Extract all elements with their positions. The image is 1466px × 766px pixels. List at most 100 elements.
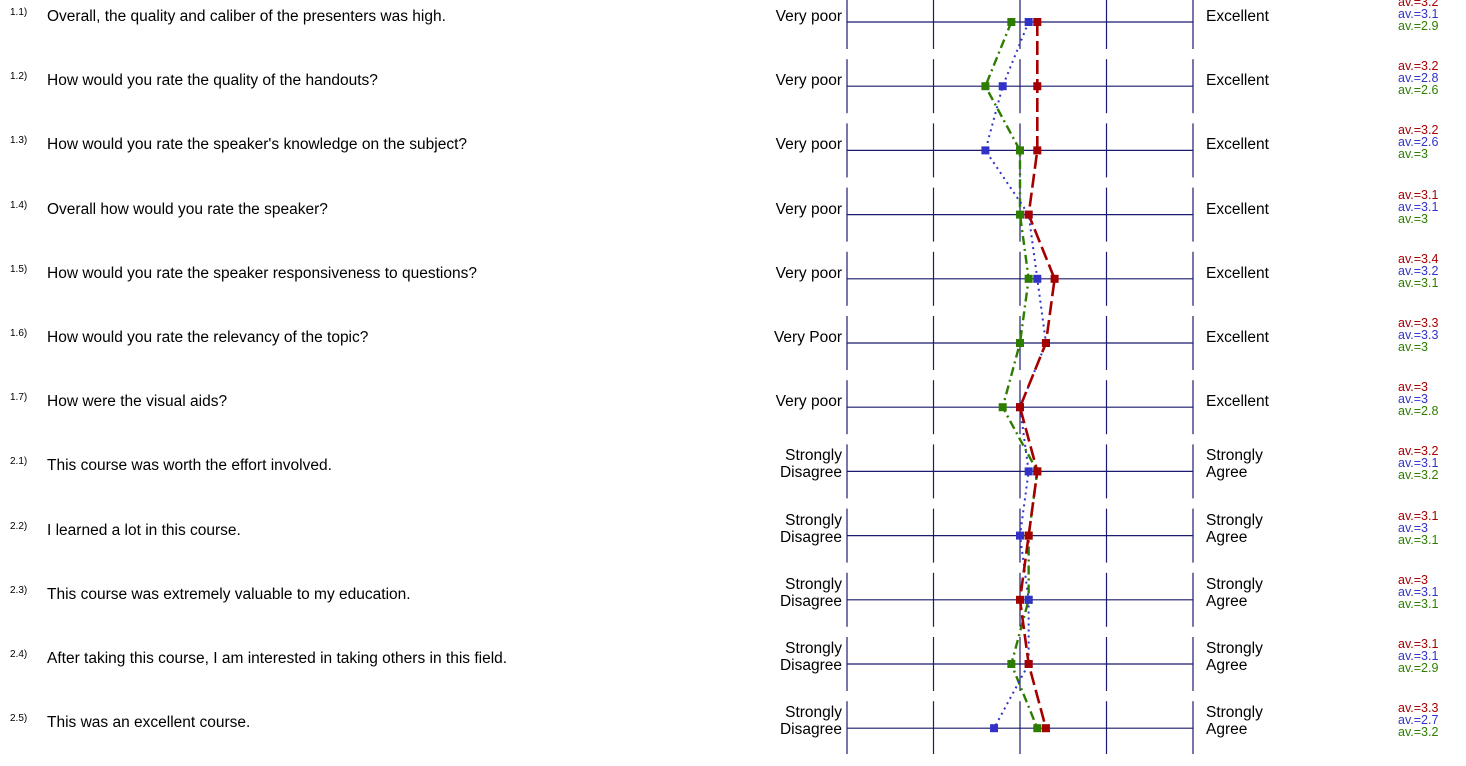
question-row: 1.3) How would you rate the speaker's kno… — [0, 124, 1466, 188]
scale-left-label: Very poor — [775, 72, 842, 90]
scale-right-line1: Strongly — [1206, 511, 1263, 529]
scale-right-label: Strongly Agree — [1206, 512, 1336, 546]
scale-left-line2: Disagree — [779, 464, 842, 482]
series-1-point — [1041, 339, 1050, 347]
average-label: av.=2.9 — [1398, 661, 1439, 675]
average-labels: av.=3.3 av.=3.3 av.=3 — [1398, 317, 1438, 354]
question-text: Overall how would you rate the speaker? — [47, 200, 328, 218]
average-label: av.=3.1 — [1398, 187, 1439, 202]
scale-right-label: Excellent — [1206, 136, 1269, 154]
question-row: 1.5) How would you rate the speaker respo… — [0, 253, 1466, 317]
series-3-point — [1016, 146, 1024, 155]
question-number: 1.2) — [10, 71, 28, 83]
question-row: 1.6) How would you rate the relevancy of … — [0, 317, 1466, 381]
scale-left-line2: Disagree — [779, 657, 842, 674]
average-labels: av.=3.1 av.=3.1 av.=3 — [1398, 187, 1439, 225]
series-2-point — [1033, 274, 1042, 283]
question-number: 2.1) — [10, 456, 28, 468]
series-3-point — [1007, 660, 1016, 668]
average-label: av.=3.1 — [1398, 199, 1439, 214]
average-label: av.=3.1 — [1398, 456, 1439, 471]
scale-right-label: Excellent — [1206, 329, 1269, 346]
series-2-point — [1024, 18, 1033, 26]
question-text: This was an excellent course. — [47, 714, 251, 732]
series-1-point — [1033, 18, 1042, 26]
average-label: av.=2.6 — [1398, 83, 1439, 98]
series-1-point — [1024, 210, 1033, 219]
question-text: How would you rate the relevancy of the … — [47, 329, 369, 346]
question-text: How would you rate the quality of the ha… — [47, 72, 378, 90]
average-labels: av.=3.4 av.=3.2 av.=3.1 — [1398, 253, 1439, 290]
average-label: av.=3.1 — [1398, 7, 1439, 21]
question-number: 2.2) — [10, 520, 28, 532]
average-label: av.=3.1 — [1398, 584, 1439, 599]
average-label: av.=3 — [1398, 380, 1428, 395]
scale-right-line1: Strongly — [1206, 575, 1263, 593]
question-text: How would you rate the speaker's knowled… — [47, 136, 467, 154]
average-label: av.=3.1 — [1398, 649, 1439, 663]
scale-left-line1: Strongly — [785, 511, 842, 529]
series-1-point — [1024, 660, 1033, 668]
question-number: 2.3) — [10, 584, 28, 596]
question-text: This course was worth the effort involve… — [47, 457, 332, 475]
series-1-point — [1016, 595, 1024, 604]
scale-left-line1: Strongly — [785, 575, 842, 593]
series-3-point — [1024, 274, 1033, 283]
average-label: av.=3.2 — [1398, 0, 1439, 9]
scale-right-label: Strongly Agree — [1206, 576, 1336, 610]
average-label: av.=3.2 — [1398, 468, 1439, 483]
average-label: av.=3.1 — [1398, 275, 1439, 290]
scale-left-line2: Disagree — [779, 592, 842, 610]
scale-left-line2: Disagree — [779, 721, 842, 739]
question-row: 2.1) This course was worth the effort inv… — [0, 445, 1466, 509]
scale-left-label: Very poor — [775, 264, 842, 282]
scale-right-label: Excellent — [1206, 8, 1269, 25]
scale-left-label: Very poor — [775, 393, 842, 411]
question-number: 1.3) — [10, 135, 28, 147]
average-labels: av.=3 av.=3 av.=2.8 — [1398, 380, 1438, 418]
scale-right-label: Strongly Agree — [1206, 640, 1336, 674]
question-row: 1.2) How would you rate the quality of th… — [0, 60, 1466, 124]
average-labels: av.=3.2 av.=2.6 av.=3 — [1398, 124, 1438, 161]
average-labels: av.=3.1 av.=3.1 av.=2.9 — [1398, 637, 1439, 675]
question-row: 2.3) This course was extremely valuable t… — [0, 574, 1466, 638]
question-text: I learned a lot in this course. — [47, 521, 241, 539]
scale-left-label: Very poor — [775, 8, 842, 25]
question-row: 1.7) How were the visual aids? Very poor Ex… — [0, 381, 1466, 445]
scale-right-line2: Agree — [1206, 657, 1248, 674]
scale-left-line1: Strongly — [785, 447, 842, 465]
scale-right-line2: Agree — [1206, 592, 1248, 610]
question-number: 1.4) — [10, 199, 28, 211]
scale-left-line2: Disagree — [779, 528, 842, 546]
average-label: av.=2.9 — [1398, 19, 1439, 33]
scale-right-label: Strongly Agree — [1206, 704, 1336, 738]
series-1-point — [1016, 403, 1024, 412]
question-number: 1.5) — [10, 263, 28, 275]
scale-left-label: Strongly Disagree — [712, 704, 842, 738]
question-number: 1.1) — [10, 7, 28, 18]
scale-left-label: Strongly Disagree — [712, 512, 842, 546]
series-3-point — [998, 403, 1007, 412]
average-label: av.=3 — [1398, 520, 1428, 535]
series-3-point — [1016, 339, 1024, 347]
average-labels: av.=3.2 av.=3.1 av.=2.9 — [1398, 0, 1438, 32]
average-label: av.=3 — [1398, 392, 1428, 407]
average-label: av.=3.2 — [1398, 725, 1439, 740]
question-row: 1.4) Overall how would you rate the speak… — [0, 188, 1466, 253]
average-label: av.=3.1 — [1398, 637, 1439, 651]
scale-left-label: Very poor — [775, 200, 842, 218]
question-text: After taking this course, I am intereste… — [47, 650, 508, 667]
scale-right-line2: Agree — [1206, 464, 1248, 482]
question-number: 2.4) — [10, 649, 28, 660]
average-labels: av.=3.1 av.=3 av.=3.1 — [1398, 509, 1438, 546]
question-number: 1.6) — [10, 328, 28, 339]
scale-right-label: Excellent — [1206, 72, 1269, 90]
series-2-point — [990, 724, 999, 733]
question-row: 2.5) This was an excellent course. Strongl… — [0, 702, 1466, 766]
series-1-point — [1033, 467, 1042, 476]
scale-right-line1: Strongly — [1206, 640, 1263, 657]
series-2-point — [998, 82, 1007, 91]
series-3-point — [1007, 18, 1016, 26]
question-text: This course was extremely valuable to my… — [47, 585, 411, 603]
